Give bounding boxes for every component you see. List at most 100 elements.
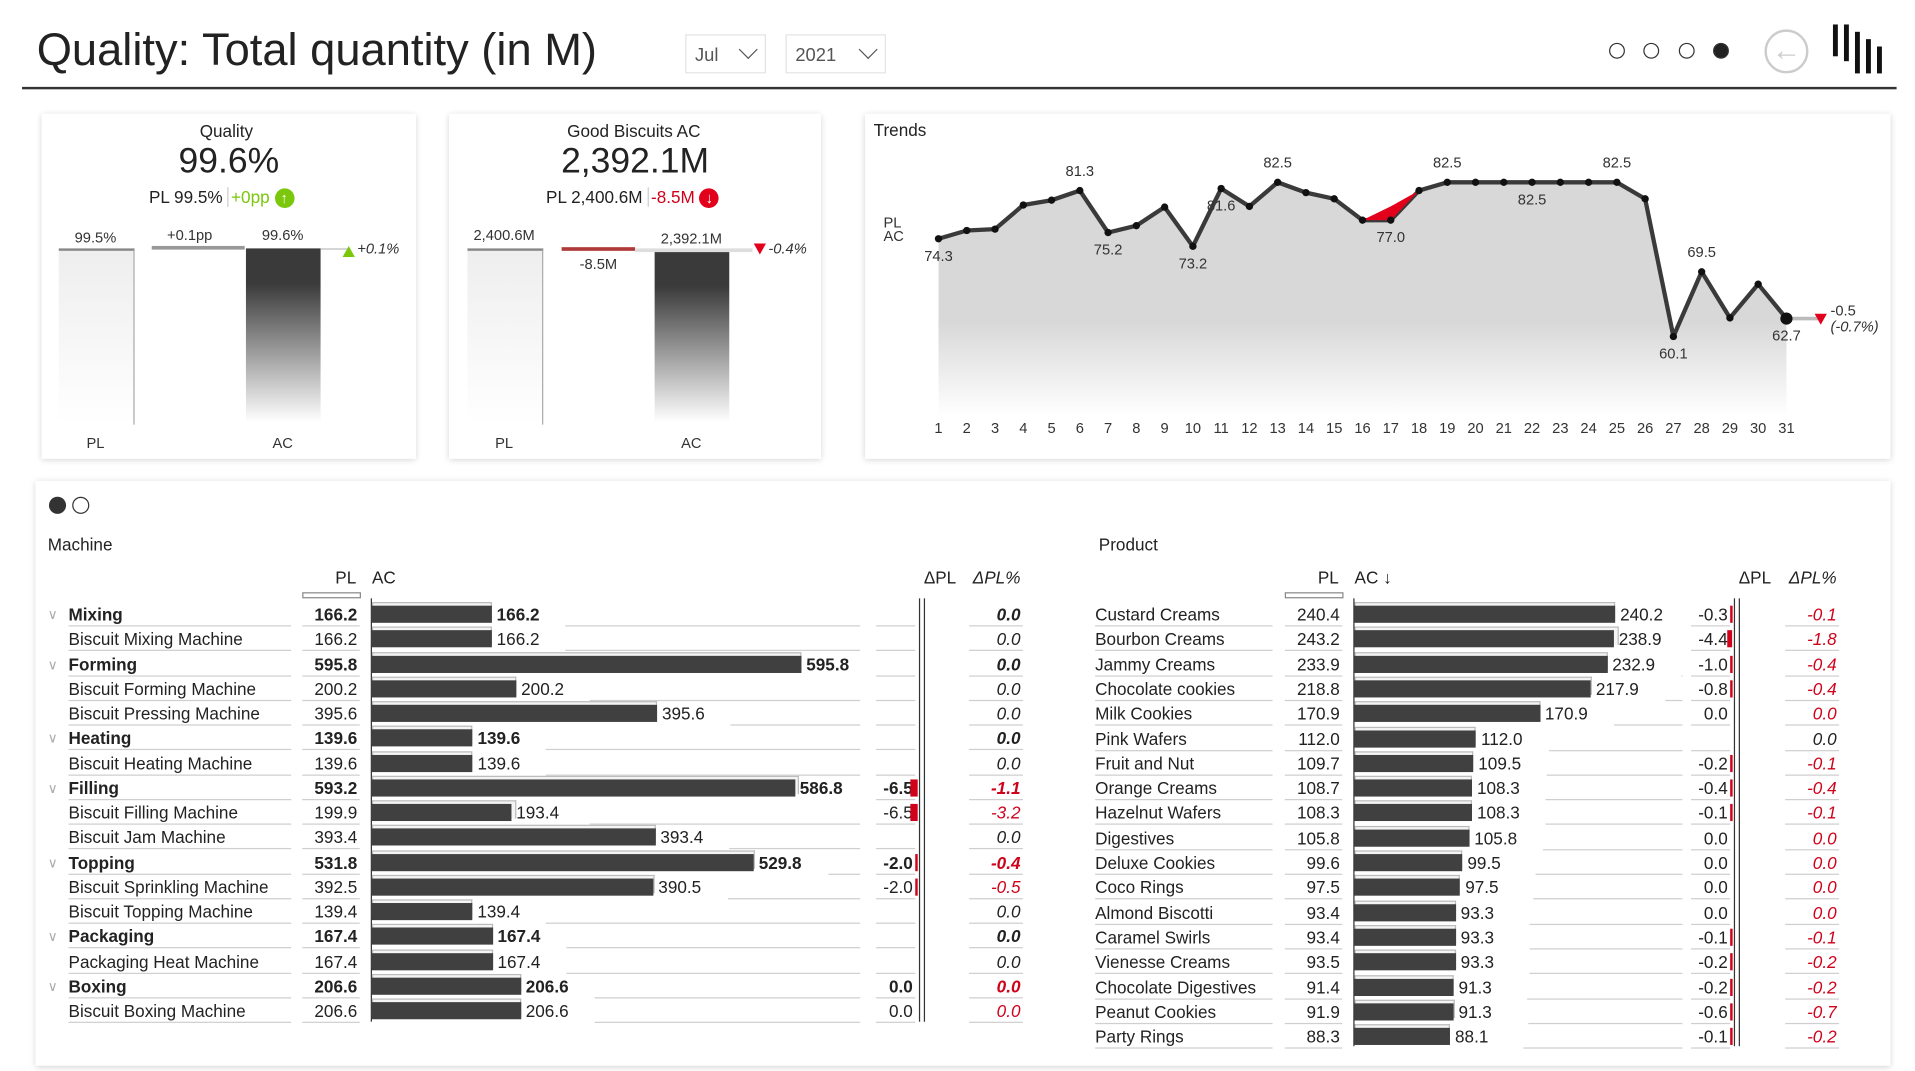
ac-value: 91.3: [1458, 1001, 1492, 1022]
table-row[interactable]: ∨ Forming 595.8 595.8 0.0: [0, 651, 1915, 677]
delta-pl-pct-value: -0.5: [990, 877, 1021, 897]
year-dropdown[interactable]: 2021: [785, 34, 886, 74]
col-header-pl[interactable]: PL: [335, 567, 357, 588]
row-name: Almond Biscotti: [1095, 902, 1214, 923]
pl-bar: [467, 248, 544, 425]
row-divider: [1095, 625, 1273, 627]
x-tick-label: 3: [991, 421, 999, 437]
col-header-dplp[interactable]: ΔPL%: [1788, 567, 1837, 588]
table-row[interactable]: Caramel Swirls 93.4 93.3 -0.1 -0.1: [0, 924, 1915, 950]
triangle-down-icon: [1814, 313, 1827, 325]
table-row[interactable]: Bourbon Creams 243.2 238.9 -4.4 -1.8: [0, 626, 1915, 652]
pl-value: 88.3: [1306, 1026, 1340, 1047]
data-point-day-26: [1641, 195, 1649, 203]
page-dot-2[interactable]: [1643, 42, 1660, 59]
row-divider: [302, 823, 360, 825]
table-row[interactable]: ∨ Boxing 206.6 206.6 0.0 0.0: [0, 973, 1915, 999]
delta-bar: [1730, 1003, 1733, 1021]
table-row[interactable]: Biscuit Pressing Machine 395.6 395.6 0.0: [0, 701, 1915, 726]
col-header-dpl[interactable]: ΔPL: [923, 567, 957, 588]
delta-pl-pct-value: 0.0: [996, 976, 1021, 996]
row-divider: [969, 650, 1023, 652]
table-row[interactable]: ∨ Heating 139.6 139.6 0.0: [0, 725, 1915, 751]
row-divider: [1284, 1022, 1343, 1024]
table-row[interactable]: Biscuit Topping Machine 139.4 139.4 0.0: [0, 899, 1915, 924]
data-point-day-11: [1217, 184, 1225, 193]
table-row[interactable]: Pink Wafers 112.0 112.0 0.0: [0, 726, 1915, 751]
chevron-down-icon[interactable]: ∨: [47, 979, 58, 995]
table-row[interactable]: Biscuit Filling Machine 199.9 193.4 -6.5 -3.…: [0, 800, 1915, 825]
row-divider: [969, 749, 1023, 751]
table-row[interactable]: Deluxe Cookies 99.6 99.5 0.0 0.0: [0, 850, 1915, 875]
ac-value: 217.9: [1595, 678, 1639, 699]
month-dropdown[interactable]: Jul: [685, 34, 766, 74]
page-dot-3[interactable]: [1678, 42, 1695, 59]
table-row[interactable]: Biscuit Forming Machine 200.2 200.2 0.0: [0, 676, 1915, 701]
panel-dot-2[interactable]: [72, 496, 90, 514]
col-header-dplp[interactable]: ΔPL%: [972, 567, 1021, 588]
page-dot-1[interactable]: [1609, 42, 1625, 59]
table-row[interactable]: Packaging Heat Machine 167.4 167.4 0.0: [0, 948, 1915, 974]
table-row[interactable]: ∨ Filling 593.2 586.8 -6.5 -1.1: [0, 775, 1915, 800]
connector-line: [320, 248, 348, 250]
delta-pl-value: 0.0: [1703, 902, 1728, 923]
table-row[interactable]: Custard Creams 240.4 240.2 -0.3 -0.1: [0, 602, 1915, 627]
chevron-down-icon[interactable]: ∨: [47, 608, 58, 623]
chevron-down-icon[interactable]: ∨: [47, 930, 58, 945]
col-header-dpl[interactable]: ΔPL: [1738, 567, 1772, 588]
delta-pl-pct-value: -0.1: [1807, 927, 1837, 947]
trend-end-delta: -0.5 (-0.7%): [1831, 303, 1879, 335]
table-row[interactable]: Biscuit Heating Machine 139.6 139.6 0.0: [0, 750, 1915, 776]
table-row[interactable]: Coco Rings 97.5 97.5 0.0 0.0: [0, 875, 1915, 900]
row-divider: [1691, 625, 1731, 627]
table-row[interactable]: Biscuit Sprinkling Machine 392.5 390.5 -2.0…: [0, 874, 1915, 900]
table-row[interactable]: Hazelnut Wafers 108.3 108.3 -0.1 -0.1: [0, 800, 1915, 826]
table-row[interactable]: Almond Biscotti 93.4 93.3 0.0 0.0: [0, 900, 1915, 925]
data-label: 75.2: [1094, 243, 1123, 259]
delta-pl-pct-value: 0.0: [996, 753, 1021, 773]
ac-bar: [371, 977, 521, 995]
delta-pl-value: -4.4: [1698, 629, 1728, 649]
table-row[interactable]: ∨ Packaging 167.4 167.4 0.0: [0, 924, 1915, 949]
chevron-down-icon[interactable]: ∨: [47, 855, 58, 871]
col-header-ac[interactable]: AC ↓: [1354, 567, 1392, 588]
table-row[interactable]: Fruit and Nut 109.7 109.5 -0.2 -0.1: [0, 751, 1915, 776]
table-row[interactable]: Orange Creams 108.7 108.3 -0.4 -0.4: [0, 775, 1915, 801]
row-divider: [302, 848, 360, 850]
table-row[interactable]: Party Rings 88.3 88.1 -0.1 -0.2: [0, 1024, 1915, 1049]
row-divider: [302, 897, 360, 900]
table-row[interactable]: Jammy Creams 233.9 232.9 -1.0 -0.4: [0, 651, 1915, 677]
table-row[interactable]: Chocolate cookies 218.8 217.9 -0.8 -0.4: [0, 676, 1915, 701]
chevron-down-icon[interactable]: ∨: [47, 732, 58, 747]
row-divider: [1095, 1047, 1273, 1049]
col-header-ac[interactable]: AC: [371, 567, 396, 588]
table-row[interactable]: Milk Cookies 170.9 170.9 0.0 0.0: [0, 701, 1915, 726]
table-row[interactable]: ∨ Mixing 166.2 166.2 0.0: [0, 602, 1915, 627]
table-row[interactable]: Biscuit Boxing Machine 206.6 206.6 0.0 0.0: [0, 998, 1915, 1023]
back-arrow-icon[interactable]: ←: [1764, 29, 1809, 74]
table-row[interactable]: Peanut Cookies 91.9 91.3 -0.6 -0.7: [0, 999, 1915, 1024]
table-row[interactable]: Chocolate Digestives 91.4 91.3 -0.2 -0.2: [0, 974, 1915, 1000]
panel-dot-1[interactable]: [48, 496, 67, 514]
pl-value: 395.6: [314, 703, 358, 724]
data-label: 73.2: [1179, 256, 1208, 272]
col-header-pl[interactable]: PL: [1317, 567, 1339, 588]
chevron-down-icon[interactable]: ∨: [47, 781, 58, 797]
table-row[interactable]: ∨ Topping 531.8 529.8 -2.0 -0.4: [0, 849, 1915, 875]
page-dot-4[interactable]: [1713, 42, 1729, 59]
table-row[interactable]: Vienesse Creams 93.5 93.3 -0.2 -0.2: [0, 949, 1915, 975]
table-row[interactable]: Biscuit Mixing Machine 166.2 166.2 0.0: [0, 626, 1915, 652]
row-divider: [1095, 898, 1273, 900]
x-tick-label: 9: [1161, 421, 1169, 437]
delta-bar: [1730, 779, 1733, 797]
row-divider: [302, 625, 360, 627]
table-row[interactable]: Biscuit Jam Machine 393.4 393.4 0.0: [0, 825, 1915, 850]
ac-value: 99.5: [1467, 852, 1501, 873]
bar-delta-label: -8.5M: [579, 255, 618, 273]
table-row[interactable]: Digestives 105.8 105.8 0.0 0.0: [0, 825, 1915, 851]
chevron-down-icon[interactable]: ∨: [47, 657, 58, 673]
data-point-day-2: [963, 226, 971, 235]
row-divider: [68, 922, 292, 924]
row-divider: [1095, 997, 1273, 1000]
x-tick-label: 24: [1580, 421, 1596, 437]
